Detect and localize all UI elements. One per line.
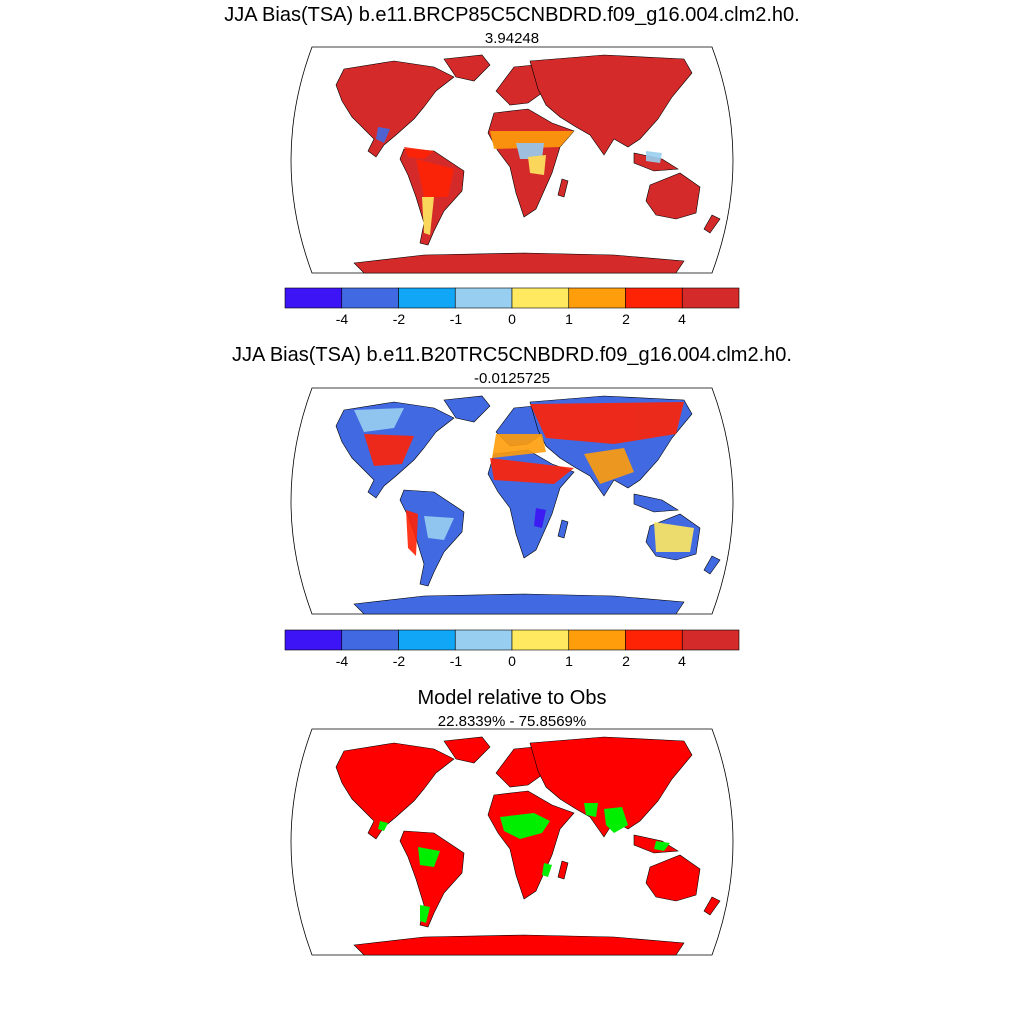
colorbar-1-label-2: -1 xyxy=(449,311,463,327)
map-panel-2 xyxy=(290,387,734,615)
panel-1-subtitle: 3.94248 xyxy=(484,30,540,47)
panel-1-title: JJA Bias(TSA) b.e11.BRCP85C5CNBDRD.f09_g… xyxy=(224,4,800,26)
colorbar-2-label-5: 2 xyxy=(622,653,630,669)
colorbar-2-label-0: -4 xyxy=(335,653,349,669)
map-panel-3 xyxy=(290,728,734,956)
colorbar-2-label-2: -1 xyxy=(449,653,463,669)
colorbar-2-label-6: 4 xyxy=(678,653,686,669)
colorbar-1-swatch-3 xyxy=(454,287,513,309)
colorbar-1-label-0: -4 xyxy=(335,311,349,327)
panel-2-subtitle: -0.0125725 xyxy=(474,370,550,387)
colorbar-2-swatch-6 xyxy=(625,629,683,651)
map-1-bias-patches xyxy=(376,127,662,235)
colorbar-2-label-1: -2 xyxy=(392,653,406,669)
colorbar-2-swatch-2 xyxy=(398,629,456,651)
colorbar-1-swatch-4 xyxy=(511,287,570,309)
map-3-green-patches xyxy=(378,803,670,923)
colorbar-1-swatch-6 xyxy=(625,287,683,309)
colorbar-1-label-3: 0 xyxy=(508,311,516,327)
colorbar-1 xyxy=(284,287,740,309)
colorbar-2-swatch-4 xyxy=(511,629,570,651)
map-2-bias-patches xyxy=(354,402,694,556)
colorbar-1-label-6: 4 xyxy=(678,311,686,327)
colorbar-1-label-1: -2 xyxy=(392,311,406,327)
colorbar-1-label-4: 1 xyxy=(565,311,573,327)
panel-2-title: JJA Bias(TSA) b.e11.B20TRC5CNBDRD.f09_g1… xyxy=(232,344,792,366)
panel-3-title: Model relative to Obs xyxy=(417,687,607,709)
colorbar-2-swatch-0 xyxy=(284,629,343,651)
colorbar-2-swatch-3 xyxy=(454,629,513,651)
map-panel-1 xyxy=(290,46,734,274)
colorbar-2-swatch-5 xyxy=(568,629,626,651)
colorbar-2 xyxy=(284,629,740,651)
colorbar-2-swatch-7 xyxy=(681,629,740,651)
colorbar-2-label-3: 0 xyxy=(508,653,516,669)
panel-3-subtitle: 22.8339% - 75.8569% xyxy=(437,713,587,730)
colorbar-1-label-5: 2 xyxy=(622,311,630,327)
colorbar-2-swatch-1 xyxy=(341,629,399,651)
colorbar-1-swatch-2 xyxy=(398,287,456,309)
colorbar-1-swatch-5 xyxy=(568,287,626,309)
colorbar-1-swatch-1 xyxy=(341,287,399,309)
colorbar-2-label-4: 1 xyxy=(565,653,573,669)
colorbar-1-swatch-7 xyxy=(681,287,740,309)
colorbar-1-swatch-0 xyxy=(284,287,343,309)
